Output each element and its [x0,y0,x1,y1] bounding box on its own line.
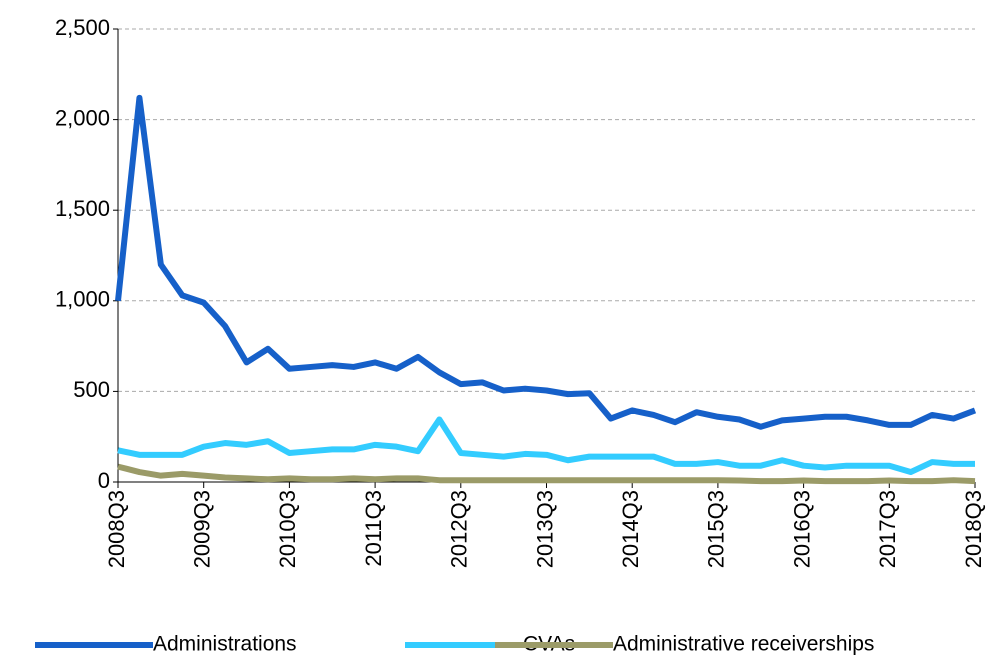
series-line [117,416,975,476]
x-tick-label: 2012Q3 [447,490,472,568]
x-tick-label: 2011Q3 [361,490,386,567]
x-tick-label: 2016Q3 [789,490,814,568]
x-tick-label: 2014Q3 [618,490,643,568]
y-tick-label: 2,500 [55,15,110,40]
y-tick-label: 0 [98,468,110,493]
y-tick-label: 1,000 [55,287,110,312]
series-line [115,94,977,430]
legend-label: Administrative receiverships [613,633,874,656]
x-tick-label: 2009Q3 [190,490,215,568]
x-tick-label: 2017Q3 [875,490,900,568]
x-tick-label: 2013Q3 [532,490,557,568]
x-tick-label: 2018Q3 [961,490,986,568]
y-tick-label: 2,000 [55,105,110,130]
x-tick-label: 2008Q3 [104,490,129,568]
y-tick-label: 500 [73,377,110,402]
series-line [117,463,976,485]
x-tick-label: 2010Q3 [275,490,300,568]
y-tick-label: 1,500 [55,196,110,221]
x-tick-label: 2015Q3 [704,490,729,568]
legend-label: Administrations [153,633,297,656]
